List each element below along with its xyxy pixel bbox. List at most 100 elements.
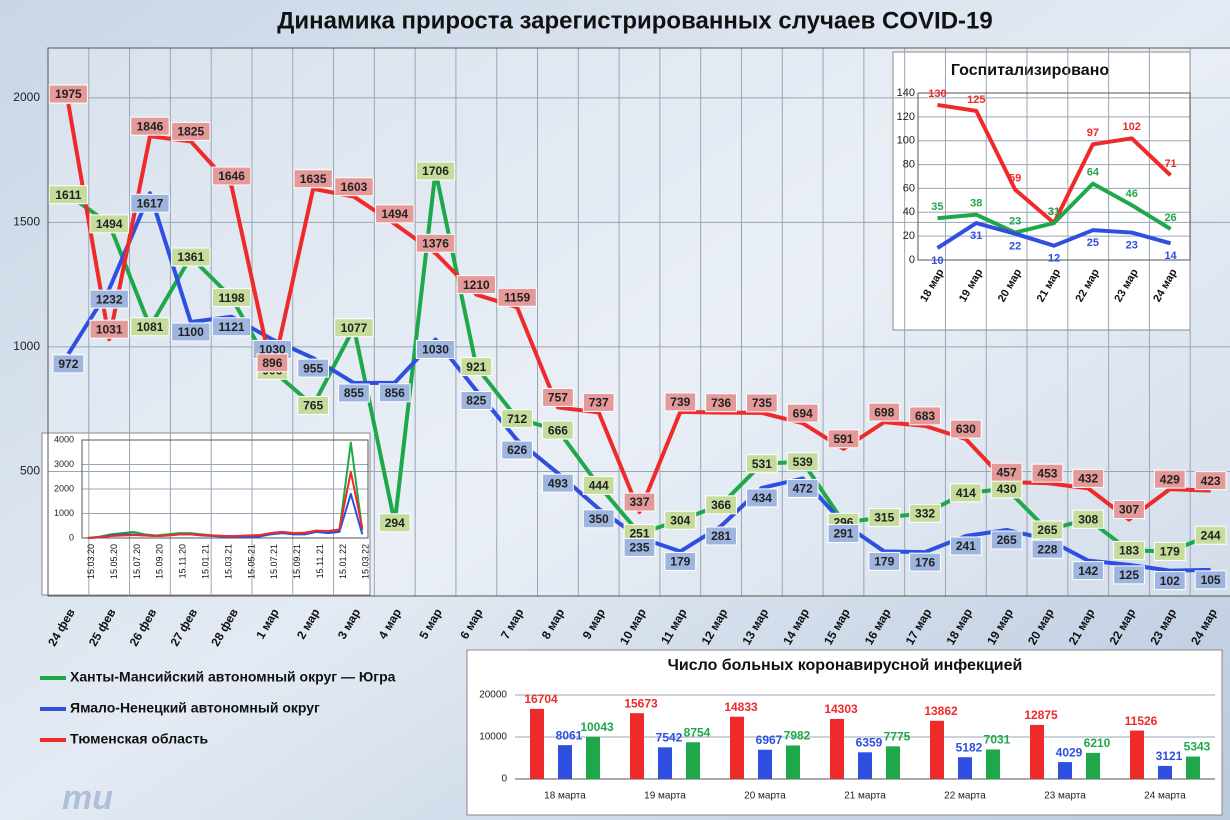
data-label: 176 <box>915 555 935 569</box>
label-box <box>827 429 860 449</box>
data-label: 1077 <box>341 321 368 335</box>
x-tick-label: 23 марта <box>1044 791 1086 802</box>
label-box <box>1153 541 1186 561</box>
label-box <box>949 483 982 503</box>
bar <box>686 742 700 779</box>
label-box <box>868 551 901 571</box>
data-label: 265 <box>997 533 1017 547</box>
bar <box>558 745 572 779</box>
label-box <box>211 317 252 337</box>
label-box <box>745 393 778 413</box>
y-tick-label: 20 <box>903 230 915 242</box>
bar <box>958 757 972 779</box>
label-box <box>1031 463 1064 483</box>
data-label: 4029 <box>1056 745 1083 759</box>
legend-label: Тюменская область <box>70 731 209 747</box>
y-tick-label: 2000 <box>13 90 40 104</box>
label-box <box>786 403 819 423</box>
data-label: 38 <box>970 198 982 210</box>
label-box <box>1072 468 1105 488</box>
y-tick-label: 4000 <box>54 434 74 444</box>
data-label: 1031 <box>96 322 123 336</box>
data-label: 12875 <box>1024 708 1058 722</box>
data-label: 666 <box>548 423 568 437</box>
data-label: 281 <box>711 529 731 543</box>
data-label: 765 <box>303 399 323 413</box>
data-label: 179 <box>1160 545 1180 559</box>
label-box <box>297 395 330 415</box>
data-label: 251 <box>629 527 649 541</box>
data-label: 183 <box>1119 544 1139 558</box>
x-tick-label: 15.03.20 <box>86 544 96 579</box>
bar <box>758 749 772 779</box>
label-box <box>171 322 211 342</box>
data-label: 414 <box>956 486 976 500</box>
data-label: 757 <box>548 391 568 405</box>
label-box <box>542 420 574 440</box>
data-label: 125 <box>1119 568 1139 582</box>
data-label: 825 <box>466 394 486 408</box>
label-box <box>745 488 778 508</box>
data-label: 11526 <box>1125 714 1158 728</box>
data-label: 31 <box>970 230 982 242</box>
data-label: 366 <box>711 498 731 512</box>
data-label: 1646 <box>218 169 245 183</box>
label-box <box>378 513 411 533</box>
data-label: 539 <box>793 455 813 469</box>
label-box <box>1031 539 1064 559</box>
data-label: 737 <box>589 396 609 410</box>
data-label: 291 <box>833 527 853 541</box>
data-label: 105 <box>1201 573 1221 587</box>
data-label: 7542 <box>656 730 683 744</box>
y-tick-label: 80 <box>903 158 915 170</box>
label-box <box>297 358 330 378</box>
y-tick-label: 0 <box>501 774 507 785</box>
data-label: 694 <box>793 406 813 420</box>
y-tick-label: 0 <box>909 254 915 266</box>
y-tick-label: 140 <box>897 87 915 99</box>
data-label: 423 <box>1201 474 1221 488</box>
chart-title: Динамика прироста зарегистрированных слу… <box>277 7 992 34</box>
data-label: 130 <box>928 88 946 100</box>
x-tick-label: 15.09.20 <box>155 544 165 579</box>
label-box <box>582 509 615 529</box>
data-label: 31 <box>1048 206 1060 218</box>
data-label: 294 <box>385 516 405 530</box>
x-tick-label: 15.07.20 <box>132 544 142 579</box>
label-box <box>89 214 129 234</box>
label-box <box>990 462 1023 482</box>
label-box <box>52 354 85 374</box>
label-box <box>582 475 615 495</box>
x-tick-label: 24 марта <box>1144 791 1186 802</box>
data-label: 5343 <box>1184 740 1211 754</box>
data-label: 739 <box>670 395 690 409</box>
label-box <box>456 275 497 295</box>
data-label: 22 <box>1009 241 1021 253</box>
label-box <box>334 318 374 338</box>
bar <box>1086 752 1100 779</box>
y-tick-label: 0 <box>69 532 74 542</box>
data-label: 1603 <box>341 180 368 194</box>
bar <box>830 718 844 779</box>
data-label: 142 <box>1078 564 1098 578</box>
bar <box>858 752 872 779</box>
label-box <box>582 392 615 412</box>
label-box <box>460 357 493 377</box>
data-label: 1617 <box>137 196 164 210</box>
legend-label: Ямало-Ненецкий автономный округ <box>70 700 320 716</box>
data-label: 265 <box>1037 523 1057 537</box>
label-box <box>1153 469 1186 489</box>
label-box <box>501 440 534 460</box>
data-label: 626 <box>507 443 527 457</box>
inset-frame <box>892 51 1191 331</box>
data-label: 7775 <box>884 730 911 744</box>
data-label: 856 <box>385 386 405 400</box>
data-label: 6359 <box>856 735 883 749</box>
x-tick-label: 15.05.20 <box>109 544 119 579</box>
label-box <box>1072 509 1105 529</box>
y-tick-label: 120 <box>897 111 915 123</box>
bar <box>1186 756 1200 779</box>
label-box <box>623 492 656 512</box>
data-label: 698 <box>874 405 894 419</box>
label-box <box>338 383 370 403</box>
